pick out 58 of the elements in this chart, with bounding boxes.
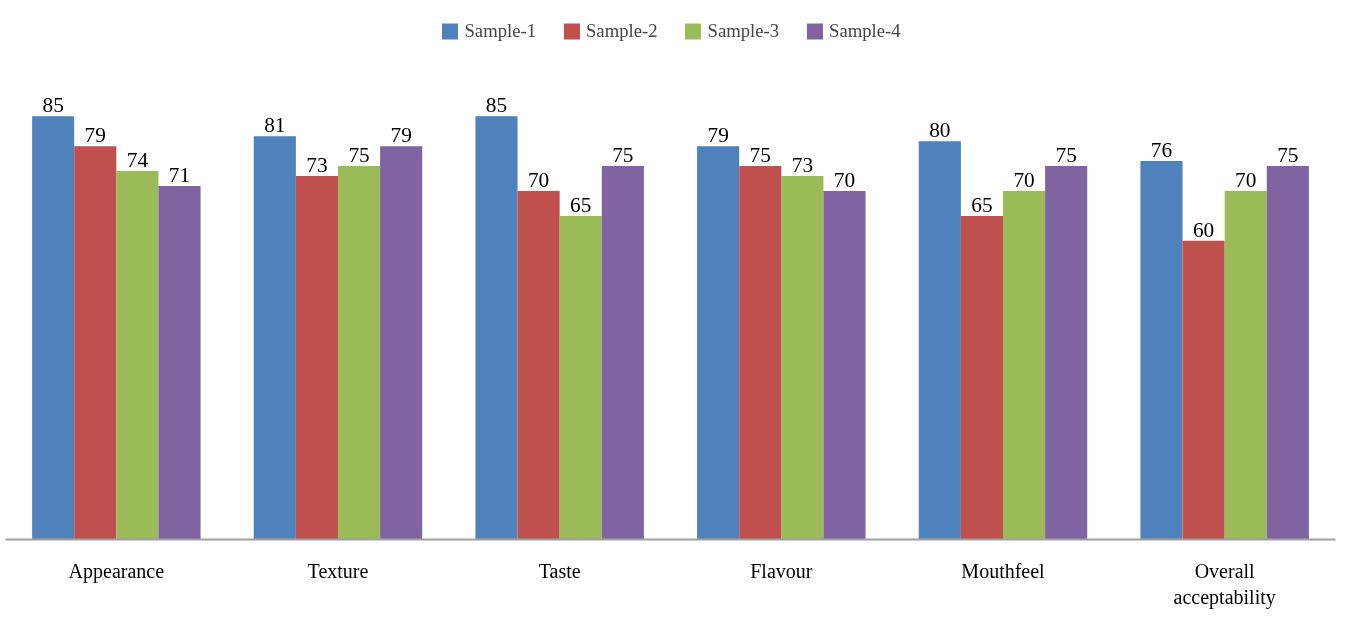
legend-label: Sample-1	[464, 20, 536, 42]
bar	[475, 116, 518, 540]
data-label: 79	[84, 123, 106, 148]
data-label: 75	[612, 143, 634, 168]
data-label: 75	[749, 143, 771, 168]
x-tick-label: Appearance	[68, 559, 165, 583]
x-tick-label: Taste	[538, 559, 581, 582]
bar	[32, 116, 75, 540]
data-label: 76	[1150, 138, 1173, 163]
bar	[74, 146, 117, 540]
bar	[781, 176, 824, 540]
bar	[559, 215, 602, 540]
data-label: 65	[971, 192, 993, 217]
bar	[1140, 161, 1183, 540]
bar	[823, 190, 866, 540]
x-tick-label: Flavour	[750, 559, 813, 582]
data-label: 85	[42, 93, 64, 118]
bar	[1266, 166, 1309, 540]
x-tick-label: Overall acceptability	[1173, 559, 1276, 609]
data-label: 60	[1192, 217, 1215, 242]
legend-label: Sample-4	[829, 20, 901, 42]
data-label: 73	[791, 153, 814, 178]
x-tick-label: Texture	[307, 559, 369, 582]
data-label: 70	[527, 167, 550, 192]
bar	[295, 176, 338, 540]
data-label: 70	[1013, 167, 1035, 192]
data-label: 70	[833, 167, 856, 192]
bar	[1045, 166, 1088, 540]
bar	[1224, 190, 1267, 540]
data-label: 80	[929, 118, 951, 143]
bar	[1182, 240, 1225, 540]
bar	[1003, 190, 1046, 540]
x-tick-label: Mouthfeel	[961, 559, 1046, 582]
data-label: 74	[126, 148, 149, 173]
data-label: 79	[707, 123, 729, 148]
bar	[253, 136, 296, 540]
data-label: 73	[306, 153, 328, 178]
bar	[918, 141, 961, 540]
bar	[517, 190, 560, 540]
bar	[116, 171, 159, 540]
data-label: 75	[1055, 143, 1077, 168]
data-label: 85	[485, 93, 508, 118]
bar	[601, 166, 644, 540]
data-label: 71	[168, 163, 191, 187]
bar	[697, 146, 740, 540]
bar	[739, 166, 782, 540]
legend-label: Sample-2	[585, 20, 658, 42]
bar	[960, 215, 1003, 540]
bar	[158, 186, 201, 540]
data-label: 81	[264, 113, 286, 138]
data-label: 75	[348, 143, 370, 168]
data-label: 75	[1277, 143, 1299, 168]
bar	[338, 166, 381, 540]
legend-label: Sample-3	[707, 20, 780, 42]
data-label: 79	[390, 123, 412, 148]
data-label: 70	[1235, 167, 1257, 192]
data-label: 65	[570, 192, 592, 217]
bar	[380, 146, 423, 540]
